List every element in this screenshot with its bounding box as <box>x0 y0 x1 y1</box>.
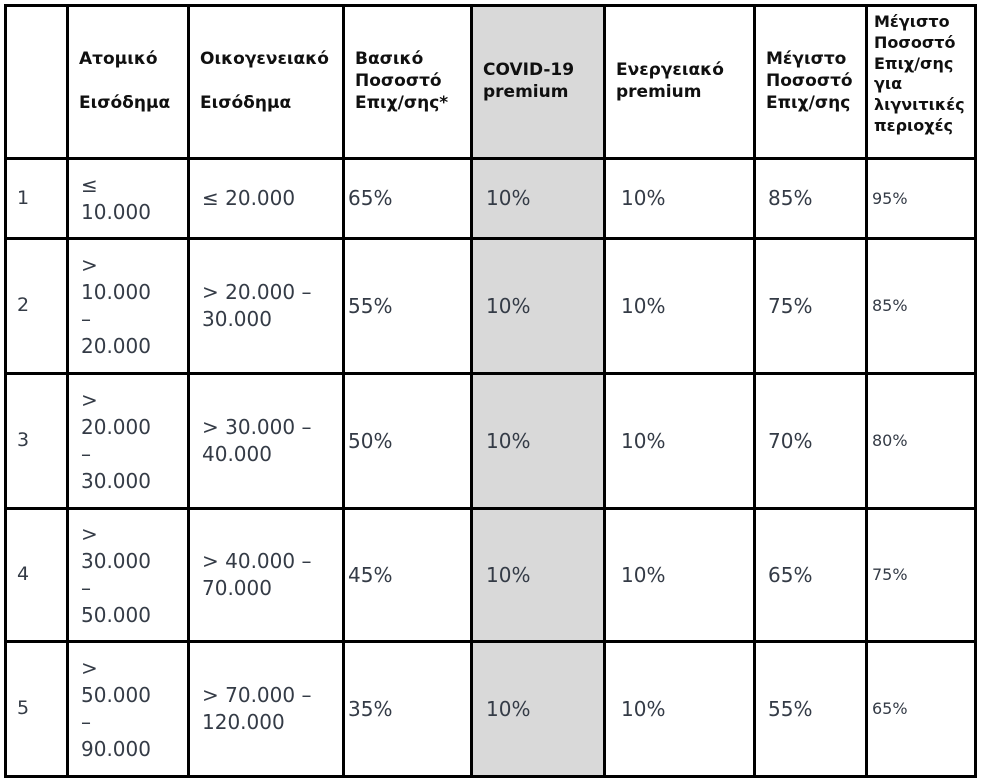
cell-covid19-premium: 10% <box>470 237 606 375</box>
table-row: 5 > 50.000 – 90.000 > 70.000 – 120.000 3… <box>4 640 977 778</box>
cell-max-subsidy-rate: 75% <box>753 237 868 375</box>
header-row: Ατομικό Εισόδημα Οικογενειακό Εισόδημα Β… <box>4 4 977 160</box>
cell-individual-income: ≤ 10.000 <box>66 157 190 240</box>
cell-energy-premium: 10% <box>603 157 756 240</box>
cell-max-subsidy-rate-lignite: 95% <box>865 157 977 240</box>
cell-individual-income: > 50.000 – 90.000 <box>66 640 190 778</box>
cell-family-income: > 40.000 – 70.000 <box>187 507 345 643</box>
table-row: 1 ≤ 10.000 ≤ 20.000 65% 10% 10% 85% 95% <box>4 157 977 240</box>
table-row: 4 > 30.000 – 50.000 > 40.000 – 70.000 45… <box>4 507 977 643</box>
cell-family-income: ≤ 20.000 <box>187 157 345 240</box>
header-cell-max-subsidy-rate-lignite: Μέγιστο Ποσοστό Επιχ/σης για λιγνιτικές … <box>865 4 977 160</box>
cell-individual-income: > 20.000 – 30.000 <box>66 372 190 510</box>
cell-max-subsidy-rate-lignite: 85% <box>865 237 977 375</box>
cell-max-subsidy-rate-lignite: 65% <box>865 640 977 778</box>
cell-row-index: 5 <box>4 640 69 778</box>
cell-max-subsidy-rate-lignite: 75% <box>865 507 977 643</box>
cell-energy-premium: 10% <box>603 640 756 778</box>
cell-basic-subsidy-rate: 50% <box>342 372 473 510</box>
cell-family-income: > 20.000 – 30.000 <box>187 237 345 375</box>
cell-max-subsidy-rate: 70% <box>753 372 868 510</box>
table-row: 3 > 20.000 – 30.000 > 30.000 – 40.000 50… <box>4 372 977 510</box>
header-cell-covid19-premium: COVID-19 premium <box>470 4 606 160</box>
cell-family-income: > 70.000 – 120.000 <box>187 640 345 778</box>
cell-max-subsidy-rate: 85% <box>753 157 868 240</box>
header-cell-basic-subsidy-rate: Βασικό Ποσοστό Επιχ/σης* <box>342 4 473 160</box>
cell-max-subsidy-rate: 65% <box>753 507 868 643</box>
cell-max-subsidy-rate: 55% <box>753 640 868 778</box>
table-row: 2 > 10.000 – 20.000 > 20.000 – 30.000 55… <box>4 237 977 375</box>
cell-row-index: 3 <box>4 372 69 510</box>
cell-basic-subsidy-rate: 65% <box>342 157 473 240</box>
cell-energy-premium: 10% <box>603 507 756 643</box>
cell-row-index: 1 <box>4 157 69 240</box>
cell-covid19-premium: 10% <box>470 157 606 240</box>
header-cell-max-subsidy-rate: Μέγιστο Ποσοστό Επιχ/σης <box>753 4 868 160</box>
cell-individual-income: > 10.000 – 20.000 <box>66 237 190 375</box>
cell-row-index: 4 <box>4 507 69 643</box>
header-cell-individual-income: Ατομικό Εισόδημα <box>66 4 190 160</box>
cell-covid19-premium: 10% <box>470 640 606 778</box>
cell-energy-premium: 10% <box>603 237 756 375</box>
header-cell-energy-premium: Ενεργειακό premium <box>603 4 756 160</box>
cell-row-index: 2 <box>4 237 69 375</box>
header-cell-family-income: Οικογενειακό Εισόδημα <box>187 4 345 160</box>
cell-family-income: > 30.000 – 40.000 <box>187 372 345 510</box>
header-cell-row-index <box>4 4 69 160</box>
cell-covid19-premium: 10% <box>470 507 606 643</box>
subsidy-table: Ατομικό Εισόδημα Οικογενειακό Εισόδημα Β… <box>4 4 977 778</box>
cell-covid19-premium: 10% <box>470 372 606 510</box>
cell-basic-subsidy-rate: 45% <box>342 507 473 643</box>
cell-energy-premium: 10% <box>603 372 756 510</box>
cell-max-subsidy-rate-lignite: 80% <box>865 372 977 510</box>
cell-basic-subsidy-rate: 55% <box>342 237 473 375</box>
cell-individual-income: > 30.000 – 50.000 <box>66 507 190 643</box>
cell-basic-subsidy-rate: 35% <box>342 640 473 778</box>
